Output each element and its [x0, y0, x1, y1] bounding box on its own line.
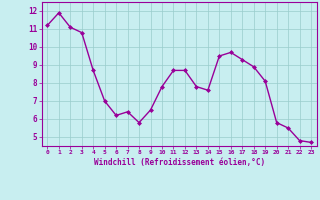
X-axis label: Windchill (Refroidissement éolien,°C): Windchill (Refroidissement éolien,°C)	[94, 158, 265, 167]
